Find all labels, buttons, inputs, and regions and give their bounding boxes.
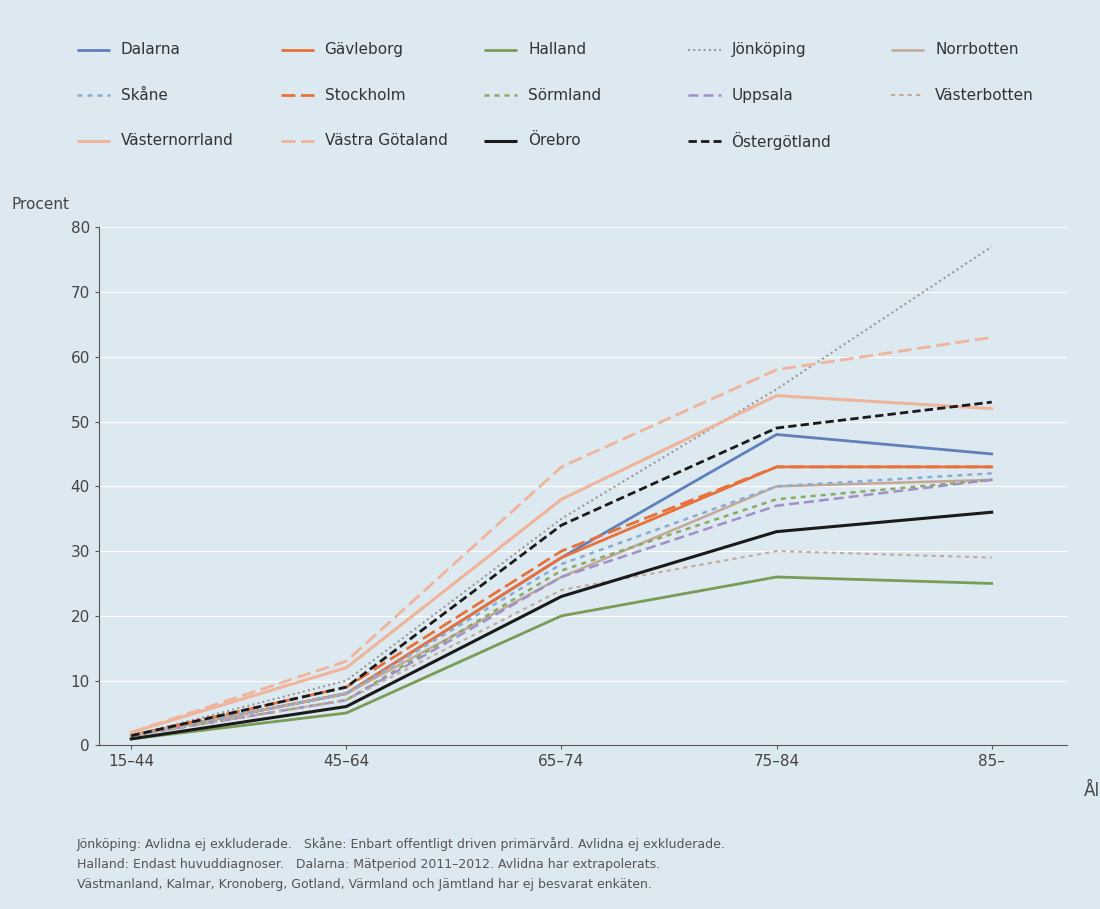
Text: Norrbotten: Norrbotten <box>935 43 1019 57</box>
Text: Uppsala: Uppsala <box>732 88 793 103</box>
Text: Gävleborg: Gävleborg <box>324 43 404 57</box>
Text: Västra Götaland: Västra Götaland <box>324 134 448 148</box>
Text: Dalarna: Dalarna <box>121 43 180 57</box>
Text: Stockholm: Stockholm <box>324 88 405 103</box>
Text: Procent: Procent <box>12 196 70 212</box>
Text: Västernorrland: Västernorrland <box>121 134 233 148</box>
Text: Jönköping: Jönköping <box>732 43 806 57</box>
Text: Sörmland: Sörmland <box>528 88 601 103</box>
Text: Östergötland: Östergötland <box>732 132 832 150</box>
Text: Halland: Halland <box>528 43 586 57</box>
Text: Västerbotten: Västerbotten <box>935 88 1034 103</box>
Text: Örebro: Örebro <box>528 134 581 148</box>
Text: Jönköping: Avlidna ej exkluderade.   Skåne: Enbart offentligt driven primärvård.: Jönköping: Avlidna ej exkluderade. Skåne… <box>77 837 726 891</box>
X-axis label: Ålder: Ålder <box>1084 782 1100 800</box>
Text: Skåne: Skåne <box>121 88 168 103</box>
